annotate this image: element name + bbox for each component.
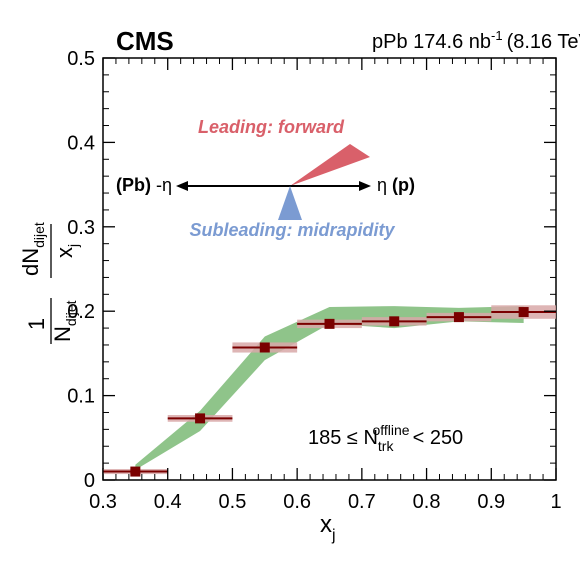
x-tick-label-4: 0.7 [348, 491, 376, 513]
plot-frame [102, 57, 557, 481]
selection-sup: offline [372, 422, 409, 438]
eta-label: η [377, 175, 387, 195]
y-tick-label-0: 0 [84, 470, 95, 492]
x-tick-label-6: 0.9 [477, 491, 505, 513]
y-tick-label-1: 0.1 [67, 386, 95, 408]
multiplicity-selection: 185 ≤ Ntrkoffline < 250 [308, 422, 463, 454]
selection-prefix: 185 ≤ N [308, 427, 378, 449]
x-tick-label-3: 0.6 [283, 491, 311, 513]
x-tick-label-2: 0.5 [219, 491, 247, 513]
x-tick-label-0: 0.3 [89, 491, 117, 513]
data-point-3 [324, 318, 335, 329]
dataset-text: pPb 174.6 nb [372, 31, 491, 53]
data-point-2 [259, 342, 270, 353]
y-tick-label-5: 0.5 [67, 48, 95, 70]
leading-label: Leading: forward [198, 117, 345, 137]
eta-axis-right-arrow [359, 181, 371, 191]
data-point-0 [130, 466, 141, 477]
selection-suffix: < 250 [413, 427, 464, 449]
right-direction-label: η (p) [377, 175, 415, 195]
y-tick-label-3: 0.3 [67, 217, 95, 239]
data-point-1 [195, 413, 206, 424]
x-tick-label-5: 0.8 [413, 491, 441, 513]
subleading-label: Subleading: midrapidity [189, 220, 395, 240]
x-tick-label-7: 1 [550, 491, 561, 513]
selection-sub: trk [378, 438, 395, 454]
data-point-6 [518, 307, 529, 318]
energy-text: (8.16 TeV) [507, 31, 580, 53]
y-label-ndijet: Ndijet [50, 300, 79, 342]
y-axis-label: 1 Ndijet dNdijet xj [18, 222, 81, 344]
left-direction-label: (Pb) -η [116, 175, 172, 195]
leading-jet-cone [290, 144, 370, 186]
subleading-jet-cone [278, 186, 302, 220]
y-tick-label-4: 0.4 [67, 132, 95, 154]
pb-label: (Pb) [116, 175, 151, 195]
y-label-xj: xj [52, 244, 81, 258]
x-tick-label-1: 0.4 [154, 491, 182, 513]
p-label: (p) [392, 175, 415, 195]
y-label-dn: dNdijet [18, 222, 47, 276]
y-label-one: 1 [24, 318, 49, 330]
x-axis-title: x [320, 511, 332, 538]
x-axis-label: xj [320, 511, 336, 544]
data-point-5 [453, 312, 464, 323]
x-axis-sub: j [331, 527, 336, 544]
kinematic-diagram: Leading: forward Subleading: midrapidity… [116, 117, 415, 240]
y-tick-label-2: 0.2 [67, 301, 95, 323]
minus-eta-label: -η [156, 175, 172, 195]
eta-axis-left-arrow [176, 181, 188, 191]
experiment-label: CMS [116, 26, 174, 56]
dataset-label: pPb 174.6 nb-1 (8.16 TeV) [372, 28, 580, 53]
data-point-4 [389, 316, 400, 327]
dataset-superscript: -1 [491, 28, 503, 43]
